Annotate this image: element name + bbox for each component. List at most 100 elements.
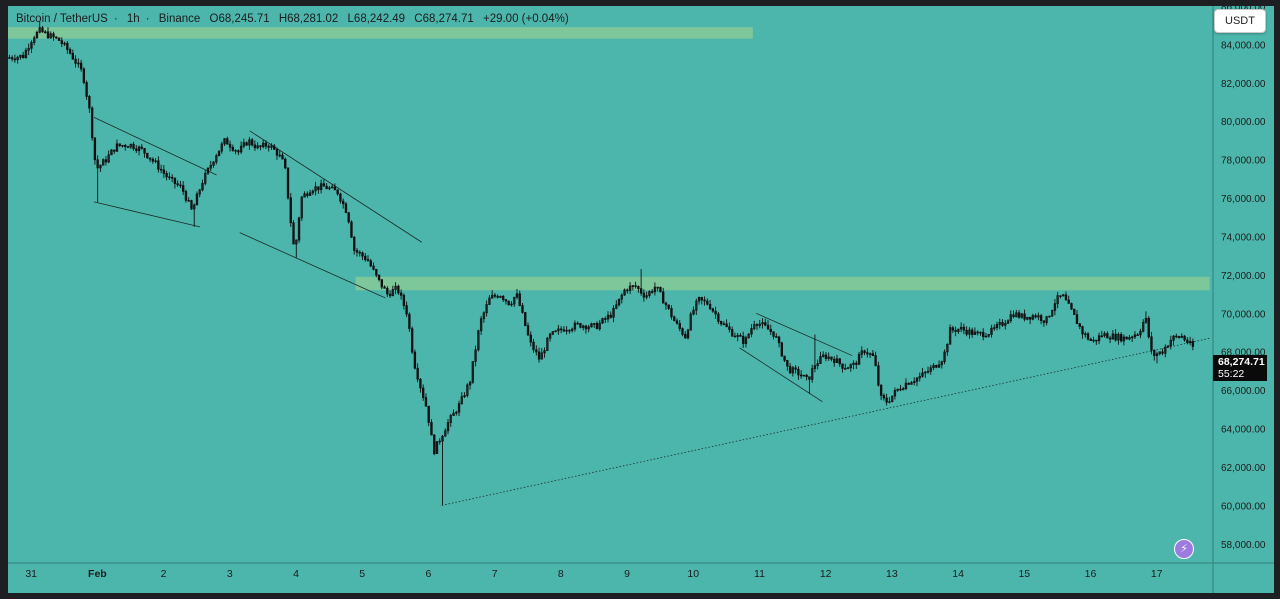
candle [921, 368, 924, 378]
candle [339, 192, 342, 204]
candle [215, 153, 218, 165]
candle [474, 345, 477, 367]
currency-button[interactable]: USDT [1214, 9, 1266, 33]
candle [1147, 316, 1150, 339]
candle [424, 393, 428, 407]
candle [71, 49, 75, 60]
candle [623, 288, 626, 296]
candle [408, 312, 411, 332]
candle [286, 167, 290, 200]
candle [66, 41, 69, 54]
candle [874, 351, 877, 367]
candle [935, 364, 938, 369]
candle [551, 331, 555, 336]
candle [295, 239, 298, 258]
candle [678, 319, 681, 332]
resistance-zone-2 [355, 276, 1210, 291]
candle [455, 410, 458, 416]
candle [833, 356, 836, 367]
symbol-name[interactable]: Bitcoin / TetherUS [16, 13, 108, 25]
candle [93, 137, 97, 165]
candle [979, 331, 982, 336]
candle [852, 360, 855, 370]
candle [521, 302, 524, 314]
candle [879, 384, 883, 401]
candle [766, 320, 770, 330]
candle [259, 145, 262, 151]
chart-frame[interactable]: 58,000.00 60,000.00 62,000.00 64,000.00 66,0… [8, 6, 1274, 593]
candle [273, 143, 276, 150]
candle [1114, 329, 1117, 342]
candle [860, 346, 863, 359]
open-value: 68,245.71 [218, 13, 270, 25]
candle [573, 320, 577, 332]
open-label: O [209, 13, 219, 25]
candle [151, 157, 155, 164]
candle [482, 311, 486, 323]
candle [256, 142, 259, 150]
candle [667, 304, 670, 310]
bar-countdown: 55:22 [1218, 368, 1245, 380]
last-price-value: 68,274.71 [1218, 356, 1265, 368]
lightning-icon[interactable]: ⚡ [1174, 539, 1194, 559]
candle [780, 341, 783, 357]
candle [63, 41, 66, 46]
candle [510, 301, 513, 307]
candle [913, 377, 916, 386]
candle [33, 35, 36, 46]
x-tick-label: 16 [1085, 568, 1097, 580]
candle [1117, 332, 1120, 345]
trendline-5 [755, 312, 853, 356]
candle [306, 191, 309, 198]
x-tick-label: 8 [558, 568, 564, 580]
candle [115, 139, 119, 152]
candle [926, 366, 930, 374]
price-chart[interactable]: 58,000.00 60,000.00 62,000.00 64,000.00 66,0… [8, 6, 1274, 593]
candle [496, 294, 499, 299]
candle [929, 364, 932, 375]
candle [1081, 325, 1084, 339]
interval-label[interactable]: 1h [126, 13, 140, 25]
candle [99, 164, 102, 172]
candle [1161, 348, 1164, 356]
candle [234, 149, 237, 155]
candle [449, 414, 452, 427]
candle [730, 326, 734, 337]
symbol-header[interactable]: Bitcoin / TetherUS · 1h · Binance O68,245.… [16, 13, 569, 25]
x-tick-label: 11 [754, 568, 765, 580]
candle [502, 294, 505, 302]
candle [157, 156, 160, 173]
candle [355, 247, 359, 257]
candle [311, 189, 315, 196]
candle [284, 157, 287, 170]
candle [328, 185, 331, 191]
candle [1089, 337, 1092, 341]
x-tick-label: 7 [492, 568, 498, 580]
candle [918, 372, 921, 382]
candle [253, 140, 257, 151]
low-label: L [347, 13, 354, 25]
candle [1050, 309, 1054, 318]
candle [797, 366, 800, 380]
candle [1023, 309, 1026, 322]
candle [968, 327, 971, 339]
candle [179, 180, 182, 189]
x-tick-label: Feb [88, 568, 107, 580]
candle [584, 324, 588, 334]
candle [289, 192, 292, 227]
candle [518, 290, 521, 307]
y-tick-label: 68,000.00 [1221, 348, 1266, 359]
axes-layer: 58,000.00 60,000.00 62,000.00 64,000.00 66,0… [8, 6, 1274, 593]
candle [60, 37, 63, 47]
candle [631, 285, 635, 291]
candle [1034, 313, 1037, 319]
candle [165, 170, 168, 181]
candle [609, 311, 612, 319]
candle [245, 141, 248, 146]
candle [593, 322, 596, 328]
candle [35, 30, 39, 39]
candle [888, 397, 891, 404]
candle [1103, 331, 1106, 338]
candle [799, 370, 803, 379]
x-tick-label: 14 [952, 568, 964, 580]
